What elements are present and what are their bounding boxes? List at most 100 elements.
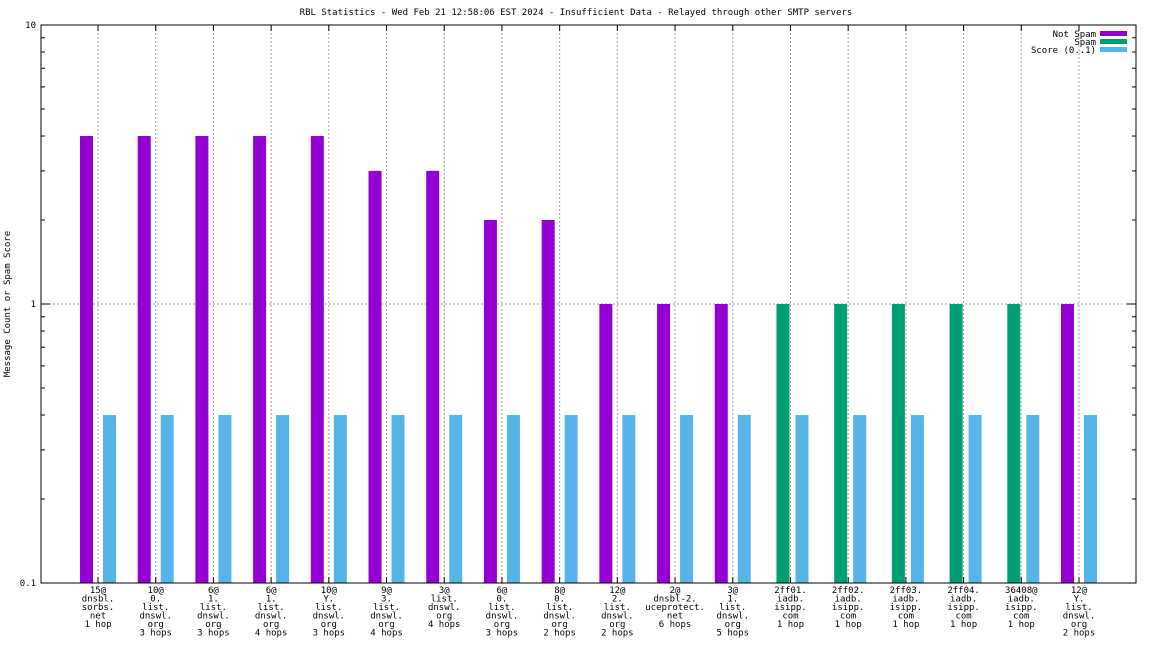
y-tick-label: 0.1 [20, 579, 36, 589]
x-tick-label: com [955, 612, 971, 622]
bar-score [391, 415, 405, 583]
x-tick-label: dnswl. [139, 612, 172, 622]
chart-title: RBL Statistics - Wed Feb 21 12:58:06 EST… [300, 8, 853, 18]
bar-not-spam [714, 304, 728, 583]
x-tick-label: 6@ [266, 586, 277, 596]
x-tick-label: 3@ [727, 586, 738, 596]
x-tick-label: 3@ [439, 586, 450, 596]
legend-swatch [1100, 31, 1127, 36]
x-tick-label: 3 hops [197, 629, 230, 639]
x-tick-label: iadb. [835, 595, 862, 605]
bar-not-spam [599, 304, 613, 583]
bar-score [1084, 415, 1097, 583]
x-tick-label: 2ff04. [947, 586, 980, 596]
x-tick-label: 8@ [554, 586, 565, 596]
x-tick-label: uceprotect. [645, 603, 705, 613]
x-tick-label: dnswl. [486, 612, 519, 622]
bar-score [910, 415, 924, 583]
x-tick-label: 5 hops [717, 629, 750, 639]
y-tick-label: 10 [25, 21, 36, 31]
bar-score [218, 415, 232, 583]
x-tick-label: 10@ [148, 586, 165, 596]
x-tick-label: isipp. [947, 603, 980, 613]
x-tick-label: net [667, 612, 683, 622]
x-tick-label: sorbs. [82, 603, 115, 613]
x-tick-label: 0. [150, 595, 161, 605]
x-tick-label: list. [488, 603, 515, 613]
legend-label: Not Spam [1053, 30, 1096, 40]
x-tick-label: 2 hops [1063, 629, 1096, 639]
bar-not-spam [657, 304, 671, 583]
x-tick-label: org [378, 620, 394, 630]
bar-score [103, 415, 116, 583]
x-tick-label: list. [315, 603, 342, 613]
x-tick-label: org [205, 620, 221, 630]
x-tick-label: 1. [208, 595, 219, 605]
x-tick-label: iadb. [1008, 595, 1035, 605]
bar-score [680, 415, 694, 583]
bar-not-spam [137, 136, 151, 583]
x-tick-label: isipp. [774, 603, 807, 613]
x-tick-label: dnswl. [1063, 612, 1096, 622]
bar-score [564, 415, 578, 583]
bar-spam [949, 304, 963, 583]
x-tick-label: 1 hop [892, 620, 919, 630]
x-tick-label: org [609, 620, 625, 630]
legend-label: Score (0..1) [1031, 46, 1096, 56]
x-tick-label: dnsbl. [82, 595, 115, 605]
bar-not-spam [253, 136, 267, 583]
bar-score [160, 415, 174, 583]
bar-spam [891, 304, 905, 583]
x-tick-label: list. [373, 603, 400, 613]
x-tick-label: list. [258, 603, 285, 613]
x-tick-label: com [898, 612, 914, 622]
x-tick-label: 2ff01. [774, 586, 807, 596]
x-tick-label: org [263, 620, 279, 630]
bars [80, 136, 1097, 583]
x-tick-label: org [321, 620, 337, 630]
x-tick-label: 1 hop [777, 620, 804, 630]
bar-spam [834, 304, 848, 583]
x-tick-label: 12@ [1071, 586, 1088, 596]
x-tick-label: 3. [381, 595, 392, 605]
x-tick-label: 1 hop [835, 620, 862, 630]
x-tick-label: org [436, 612, 452, 622]
bar-score [506, 415, 520, 583]
x-tick-label: dnswl. [717, 612, 750, 622]
x-tick-label: 12@ [609, 586, 626, 596]
x-tick-label: iadb. [950, 595, 977, 605]
x-tick-label: dnsbl-2. [653, 595, 696, 605]
y-axis-label: Message Count or Spam Score [3, 231, 13, 377]
x-tick-label: 2. [612, 595, 623, 605]
x-tick-label: 2 hops [601, 629, 634, 639]
bar-not-spam [426, 170, 440, 583]
bar-score [968, 415, 982, 583]
x-tick-label: org [725, 620, 741, 630]
bar-score [1026, 415, 1040, 583]
x-tick-label: 36408@ [1005, 586, 1038, 596]
x-tick-label: isipp. [1005, 603, 1038, 613]
x-tick-label: 2ff03. [890, 586, 923, 596]
x-tick-label: 15@ [90, 586, 107, 596]
x-tick-label: iadb. [777, 595, 804, 605]
bar-score [276, 415, 290, 583]
x-tick-label: list. [719, 603, 746, 613]
bar-not-spam [80, 136, 93, 583]
x-tick-label: 3 hops [313, 629, 346, 639]
bar-not-spam [310, 136, 324, 583]
x-tick-label: list. [431, 595, 458, 605]
x-tick-label: dnswl. [313, 612, 346, 622]
x-tick-label: Y. [323, 595, 334, 605]
x-tick-label: list. [200, 603, 227, 613]
bar-score [333, 415, 347, 583]
x-tick-label: iadb. [892, 595, 919, 605]
x-tick-label: net [90, 612, 106, 622]
x-tick-label: list. [142, 603, 169, 613]
x-tick-label: dnswl. [197, 612, 230, 622]
bar-score [622, 415, 636, 583]
x-tick-label: 1 hop [950, 620, 977, 630]
x-tick-label: 4 hops [370, 629, 403, 639]
x-tick-label: isipp. [832, 603, 865, 613]
